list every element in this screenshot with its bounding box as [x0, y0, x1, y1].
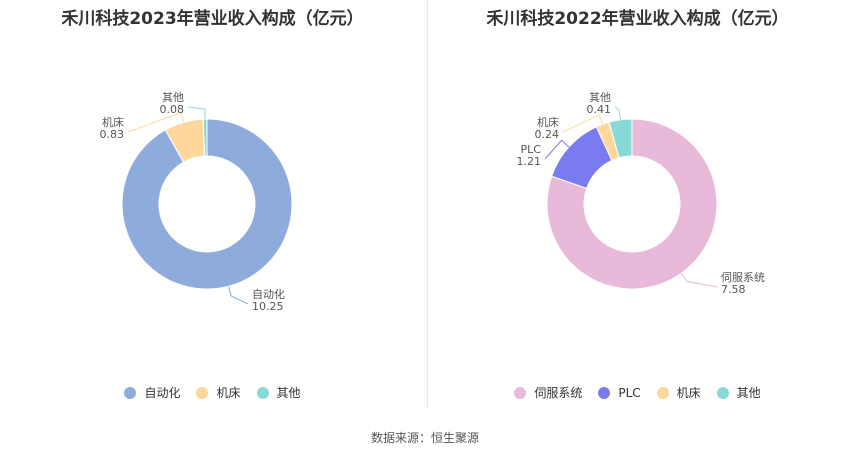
leader-line-机床 [562, 114, 604, 133]
leader-line-其他 [614, 106, 621, 120]
slice-label-name: PLC [521, 143, 542, 156]
legend-label: 伺服系统 [534, 386, 583, 400]
slice-其他 [202, 118, 208, 157]
legend-marker [196, 387, 209, 399]
legend-item-其他[interactable]: 其他 [716, 384, 761, 401]
slice-label-name: 机床 [537, 115, 559, 129]
slice-label-value: 0.24 [535, 128, 560, 141]
slice-label-name: 机床 [102, 115, 124, 129]
legend-marker [598, 387, 611, 399]
leader-line-自动化 [228, 286, 249, 305]
legend-marker [716, 387, 729, 399]
slice-label-name: 伺服系统 [721, 271, 765, 284]
chart-title-2023: 禾川科技2023年营业收入构成（亿元） [61, 9, 364, 29]
legend-item-机床[interactable]: 机床 [656, 384, 701, 401]
slice-label-value: 1.21 [517, 155, 542, 168]
chart-title-2022: 禾川科技2022年营业收入构成（亿元） [486, 9, 789, 29]
slice-label-name: 其他 [162, 91, 184, 104]
legend-marker [124, 387, 137, 399]
legend-item-伺服系统[interactable]: 伺服系统 [514, 384, 582, 401]
slice-伺服系统 [546, 118, 718, 290]
legend-label: 自动化 [144, 386, 181, 400]
legend-2023: 自动化 机床 其他 [0, 384, 425, 401]
legend-marker [656, 387, 669, 399]
slice-label-name: 自动化 [252, 287, 285, 301]
slice-label-value: 0.08 [160, 103, 185, 116]
legend-label: PLC [618, 386, 641, 400]
legend-label: 机床 [216, 386, 241, 400]
chart-panel-2023: 禾川科技2023年营业收入构成（亿元） 自动化 10.25 机床 0.83 其他 0.08… [0, 0, 425, 410]
legend-marker [514, 387, 527, 399]
leader-line-机床 [127, 112, 185, 133]
slice-label-value: 10.25 [252, 300, 284, 313]
panel-divider [427, 0, 428, 408]
slice-label-value: 7.58 [721, 283, 746, 296]
chart-panel-2022: 禾川科技2022年营业收入构成（亿元） 伺服系统 7.58 PLC 1.21 机床 0.2… [425, 0, 850, 410]
legend-label: 其他 [736, 386, 761, 400]
slice-label-value: 0.41 [587, 103, 612, 116]
data-source: 数据来源：恒生聚源 [370, 431, 479, 445]
slice-自动化 [121, 118, 293, 290]
slice-label-value: 0.83 [100, 128, 125, 141]
slice-其他 [608, 118, 633, 159]
leader-line-伺服系统 [680, 272, 718, 288]
legend-item-自动化[interactable]: 自动化 [124, 384, 180, 401]
legend-marker [256, 387, 269, 399]
leader-line-其他 [187, 106, 206, 120]
slice-label-name: 其他 [589, 91, 611, 104]
legend-item-机床[interactable]: 机床 [196, 384, 241, 401]
leader-line-plc [544, 139, 570, 160]
legend-label: 机床 [676, 386, 701, 400]
legend-item-plc[interactable]: PLC [598, 386, 641, 400]
legend-label: 其他 [276, 386, 301, 400]
legend-2022: 伺服系统 PLC 机床 其他 [425, 384, 850, 401]
legend-item-其他[interactable]: 其他 [256, 384, 301, 401]
